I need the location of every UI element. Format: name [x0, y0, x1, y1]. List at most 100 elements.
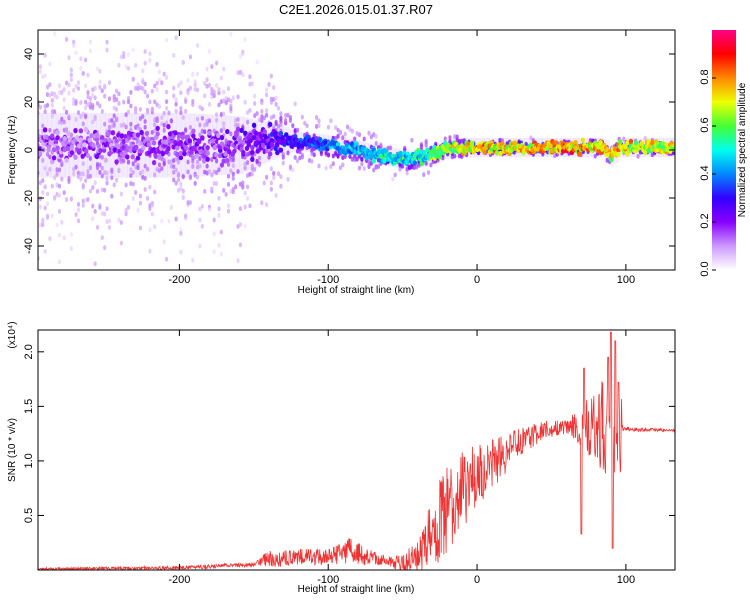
heatmap-cell	[105, 180, 109, 186]
heatmap-ridge-cell	[160, 150, 166, 157]
heatmap-cell	[138, 107, 142, 112]
heatmap-cell	[298, 155, 302, 161]
heatmap-cell	[100, 173, 104, 179]
heatmap-wash-cell	[185, 113, 191, 178]
spectrogram-y-tick-label: 40	[23, 48, 35, 60]
heatmap-cell	[153, 128, 157, 134]
heatmap-cell	[45, 84, 50, 90]
heatmap-cell	[84, 114, 88, 120]
heatmap-cell	[86, 72, 90, 78]
heatmap-ridge-cell	[194, 153, 200, 159]
heatmap-cell	[317, 118, 321, 124]
heatmap-cell	[207, 82, 212, 88]
heatmap-ridge-cell	[287, 135, 293, 141]
heatmap-cell	[93, 261, 97, 267]
heatmap-cell	[260, 100, 264, 106]
heatmap-cell	[67, 90, 71, 96]
heatmap-cell	[105, 39, 109, 45]
heatmap-cell	[405, 170, 409, 176]
heatmap-ridge-cell	[512, 140, 518, 146]
heatmap-ridge-cell	[110, 130, 116, 136]
heatmap-ridge-cell	[223, 151, 228, 157]
heatmap-ridge-cell	[187, 138, 193, 144]
heatmap-cell	[114, 97, 119, 102]
heatmap-cell	[141, 68, 145, 74]
heatmap-cell	[303, 120, 307, 126]
heatmap-cell	[212, 181, 216, 186]
heatmap-cell	[62, 235, 66, 241]
heatmap-cell	[136, 82, 140, 88]
heatmap-cell	[69, 232, 73, 237]
heatmap-cell	[74, 84, 78, 89]
heatmap-cell	[162, 161, 166, 166]
heatmap-cell	[379, 142, 383, 148]
heatmap-cell	[84, 83, 88, 89]
heatmap-cell	[217, 206, 221, 212]
heatmap-ridge-cell	[468, 147, 473, 153]
heatmap-cell	[229, 31, 233, 37]
heatmap-cell	[181, 60, 185, 66]
heatmap-cell	[143, 89, 147, 95]
heatmap-cell	[286, 150, 290, 156]
heatmap-cell	[119, 159, 123, 165]
heatmap-cell	[93, 95, 97, 101]
heatmap-cell	[236, 224, 240, 229]
heatmap-cell	[214, 83, 219, 88]
heatmap-ridge-cell	[242, 130, 248, 136]
heatmap-cell	[88, 39, 92, 45]
heatmap-ridge-cell	[98, 147, 103, 154]
heatmap-cell	[157, 168, 162, 174]
heatmap-cell	[329, 118, 333, 124]
heatmap-cell	[76, 218, 81, 224]
heatmap-cell	[245, 119, 250, 125]
heatmap-cell	[217, 243, 221, 248]
heatmap-cell	[260, 200, 264, 206]
spectrogram-x-tick-label: 0	[474, 274, 480, 286]
snr-plot-area	[38, 330, 675, 570]
heatmap-cell	[50, 213, 54, 219]
heatmap-ridge-cell	[226, 148, 232, 155]
heatmap-cell	[74, 117, 78, 122]
heatmap-cell	[72, 39, 76, 45]
heatmap-cell	[107, 218, 112, 224]
heatmap-cell	[143, 187, 147, 192]
heatmap-ridge-cell	[253, 130, 259, 136]
heatmap-ridge-cell	[262, 129, 268, 135]
heatmap-cell	[212, 89, 216, 95]
heatmap-cell	[410, 137, 414, 143]
heatmap-cell	[141, 169, 145, 174]
colorbar-tick-label: 0.6	[699, 117, 711, 132]
heatmap-cell	[238, 70, 243, 75]
heatmap-cell	[84, 197, 88, 203]
heatmap-cell	[81, 71, 85, 76]
colorbar: 0.0 0.2 0.4 0.6 0.8 Normalized spectral ampl…	[699, 30, 748, 277]
heatmap-cell	[155, 80, 159, 86]
heatmap-cell	[72, 97, 76, 103]
heatmap-cell	[43, 165, 47, 171]
heatmap-cell	[103, 83, 107, 89]
heatmap-ridge-cell	[278, 130, 284, 137]
heatmap-ridge-cell	[216, 133, 221, 139]
heatmap-ridge-cell	[89, 133, 94, 139]
heatmap-cell	[38, 180, 42, 186]
heatmap-ridge-cell	[182, 151, 187, 157]
heatmap-cell	[293, 155, 297, 160]
heatmap-cell	[57, 90, 62, 95]
heatmap-cell	[455, 134, 459, 140]
heatmap-cell	[134, 190, 138, 195]
heatmap-cell	[284, 117, 288, 123]
heatmap-cell	[226, 208, 231, 214]
heatmap-cell	[184, 214, 188, 220]
heatmap-cell	[41, 178, 45, 183]
heatmap-cell	[174, 97, 178, 103]
heatmap-ridge-cell	[151, 160, 157, 166]
heatmap-ridge-cell	[67, 136, 73, 142]
heatmap-cell	[350, 156, 354, 162]
heatmap-cell	[245, 195, 250, 201]
heatmap-cell	[250, 163, 254, 169]
heatmap-cell	[331, 153, 335, 159]
heatmap-cell	[453, 134, 457, 139]
heatmap-cell	[207, 169, 212, 175]
heatmap-cell	[265, 174, 269, 180]
heatmap-cell	[198, 206, 202, 212]
